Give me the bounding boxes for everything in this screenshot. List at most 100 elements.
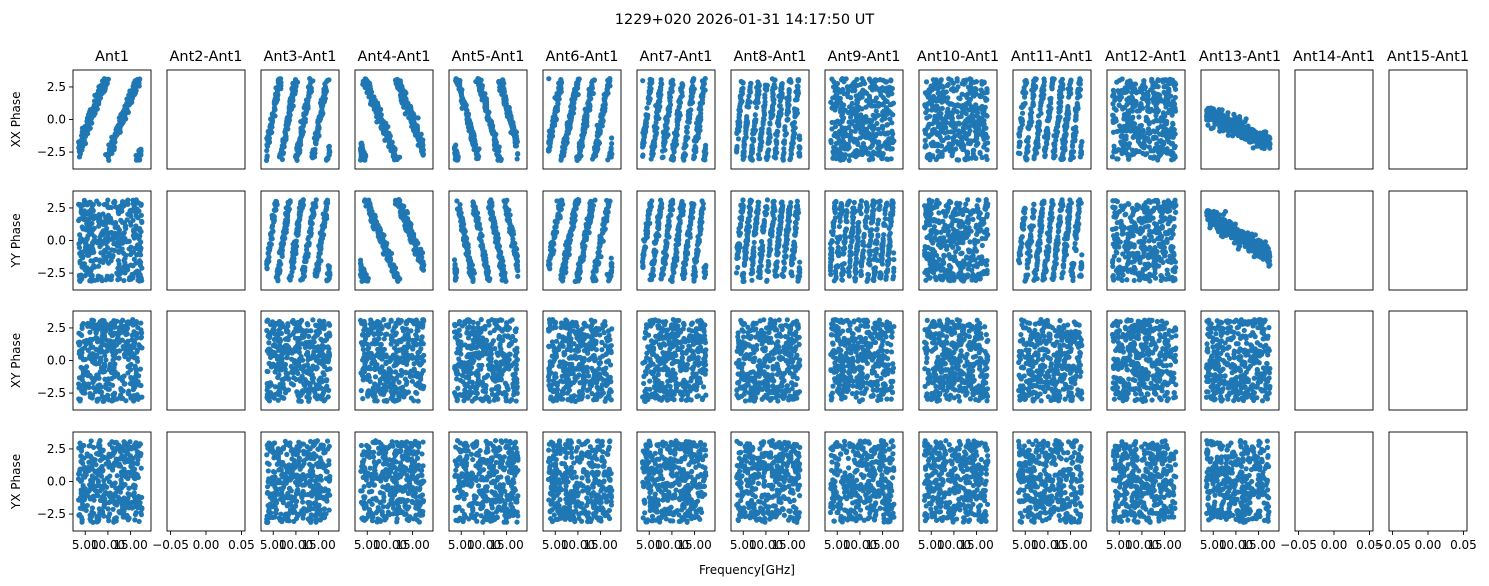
data-point (758, 147, 763, 152)
data-point (273, 92, 278, 97)
data-point (555, 95, 560, 100)
data-point (872, 83, 877, 88)
data-point (131, 86, 136, 91)
data-point (651, 145, 656, 150)
data-point (1073, 106, 1078, 111)
data-point (737, 118, 742, 123)
data-point (1147, 139, 1152, 144)
data-point (985, 140, 990, 145)
data-point (971, 117, 976, 122)
data-point (884, 156, 889, 161)
data-point (325, 155, 330, 160)
column-title: Ant15-Ant1 (1387, 49, 1469, 65)
data-point (597, 129, 602, 134)
data-point (831, 84, 836, 89)
data-point (459, 93, 464, 98)
data-point (136, 148, 141, 153)
data-point (475, 156, 480, 161)
data-point (828, 138, 833, 143)
data-point (884, 79, 889, 84)
data-point (776, 114, 781, 119)
data-point (831, 152, 836, 157)
data-point (1257, 130, 1262, 135)
data-point (272, 113, 277, 118)
data-point (850, 88, 855, 93)
data-point (1170, 141, 1175, 146)
data-point (1054, 125, 1059, 130)
data-point (1151, 90, 1156, 95)
data-point (955, 78, 960, 83)
data-point (1165, 98, 1170, 103)
data-point (889, 111, 894, 116)
column-title: Ant6-Ant1 (546, 49, 619, 65)
data-point (696, 135, 701, 140)
data-point (1168, 94, 1173, 99)
data-point (1142, 137, 1147, 142)
data-point (860, 91, 865, 96)
data-point (1157, 154, 1162, 159)
data-point (945, 83, 950, 88)
data-point (646, 96, 651, 101)
data-point (586, 99, 591, 104)
data-point (597, 123, 602, 128)
data-point (116, 258, 121, 263)
data-point (1129, 95, 1134, 100)
data-point (1157, 132, 1162, 137)
data-point (595, 138, 600, 143)
data-point (956, 95, 961, 100)
data-point (455, 154, 460, 159)
data-point (767, 121, 772, 126)
data-point (882, 116, 887, 121)
data-point (1149, 108, 1154, 113)
data-point (878, 92, 883, 97)
data-point (510, 131, 515, 136)
data-point (1141, 78, 1146, 83)
data-point (301, 124, 306, 129)
data-point (419, 142, 424, 147)
data-point (923, 138, 928, 143)
data-point (932, 86, 937, 91)
data-point (974, 132, 979, 137)
data-point (302, 103, 307, 108)
data-point (829, 77, 834, 82)
data-point (762, 95, 767, 100)
data-point (490, 124, 495, 129)
data-point (1139, 123, 1144, 128)
data-point (580, 135, 585, 140)
data-point (1030, 100, 1035, 105)
data-point (285, 126, 290, 131)
data-point (935, 115, 940, 120)
data-point (476, 146, 481, 151)
data-point (100, 84, 105, 89)
data-point (847, 158, 852, 163)
data-point (1046, 118, 1051, 123)
data-point (967, 138, 972, 143)
data-point (945, 95, 950, 100)
scatter-points (640, 76, 708, 163)
data-point (566, 126, 571, 131)
data-point (555, 105, 560, 110)
data-point (858, 135, 863, 140)
panel-0-2: Ant3-Ant1 (261, 49, 339, 169)
data-point (796, 77, 801, 82)
data-point (584, 113, 589, 118)
data-point (770, 105, 775, 110)
data-point (759, 127, 764, 132)
data-point (1038, 100, 1043, 105)
data-point (1121, 116, 1126, 121)
axes-frame (167, 70, 245, 169)
data-point (1130, 100, 1135, 105)
data-point (1068, 86, 1073, 91)
data-point (670, 142, 675, 147)
data-point (974, 143, 979, 148)
data-point (859, 76, 864, 81)
data-point (1252, 133, 1257, 138)
data-point (592, 152, 597, 157)
data-point (862, 81, 867, 86)
data-point (301, 111, 306, 116)
data-point (308, 87, 313, 92)
data-point (838, 158, 843, 163)
data-point (648, 81, 653, 86)
data-point (500, 79, 505, 84)
data-point (786, 97, 791, 102)
